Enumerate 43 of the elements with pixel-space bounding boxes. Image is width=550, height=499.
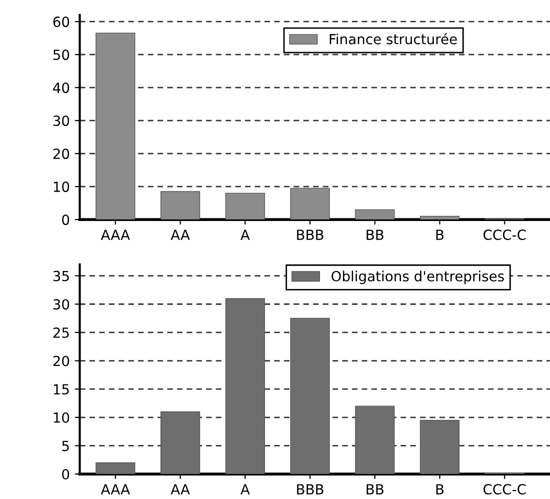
y-tick-label: 25 (53, 327, 69, 338)
x-tick-label: BBB (297, 230, 324, 240)
bar (420, 420, 460, 474)
legend-label: Obligations d'entreprises (332, 270, 504, 284)
y-tick-label: 60 (53, 16, 70, 28)
y-tick-label: 10 (54, 182, 70, 192)
x-tick-label: AA (170, 230, 190, 240)
bar (225, 192, 265, 220)
x-tick-label: AAA (100, 484, 130, 494)
bar (225, 298, 265, 474)
x-tick-label: BBB (297, 484, 324, 494)
y-tick-label: 5 (62, 440, 69, 452)
x-tick-label: A (240, 484, 250, 494)
y-tick-label: 0 (62, 214, 70, 226)
bar (420, 216, 460, 220)
x-tick-label: AAA (100, 230, 130, 240)
bar (160, 411, 200, 474)
y-tick-label: 30 (53, 116, 70, 126)
x-tick-label: AA (170, 484, 190, 494)
y-tick-label: 10 (54, 412, 70, 423)
y-tick-label: 40 (53, 82, 70, 94)
y-tick-label: 20 (53, 356, 70, 366)
bar (290, 318, 330, 474)
y-tick-label: 15 (54, 384, 69, 395)
y-tick-label: 0 (62, 469, 70, 480)
x-tick-label: BB (366, 484, 384, 494)
bar (96, 32, 136, 220)
x-tick-label: A (240, 230, 250, 240)
bar (355, 406, 395, 474)
bar (355, 209, 395, 220)
x-tick-label: B (436, 230, 444, 240)
y-tick-label: 50 (53, 50, 70, 60)
bar (290, 188, 330, 220)
y-tick-label: 20 (53, 148, 70, 160)
bar (96, 462, 136, 474)
bar (160, 191, 200, 220)
legend-label: Finance structurée (330, 33, 457, 44)
x-tick-label: B (436, 484, 444, 494)
x-tick-label: CCC-C (483, 230, 526, 240)
y-tick-label: 35 (53, 270, 69, 282)
x-tick-label: BB (366, 230, 384, 240)
x-tick-label: CCC-C (483, 484, 526, 495)
y-tick-label: 30 (53, 299, 70, 310)
